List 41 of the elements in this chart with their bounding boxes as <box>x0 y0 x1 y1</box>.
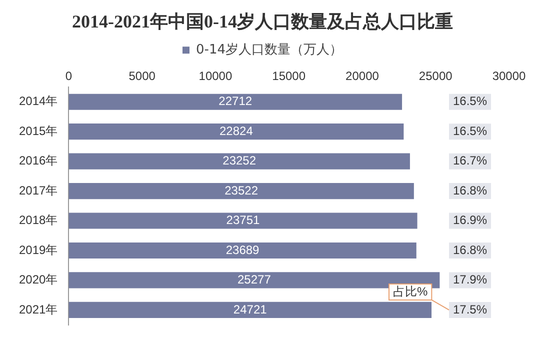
annotation: 占比% <box>393 284 428 298</box>
x-tick-label: 5000 <box>128 69 156 84</box>
data-label: 22824 <box>220 124 254 138</box>
y-tick-label: 2020年 <box>18 272 58 287</box>
y-tick-label: 2015年 <box>18 124 58 138</box>
y-tick-label: 2021年 <box>18 302 58 316</box>
y-tick-label: 2017年 <box>18 183 58 198</box>
data-label: 24721 <box>233 302 268 316</box>
data-label: 22712 <box>218 94 252 108</box>
data-label: 23751 <box>226 213 260 228</box>
bar <box>68 302 432 318</box>
bar <box>68 124 404 140</box>
annotation: 16.5% <box>453 124 488 138</box>
x-tick-label: 25000 <box>418 69 453 84</box>
annotation: 17.5% <box>453 302 488 316</box>
annotation: 16.5% <box>453 94 488 108</box>
legend-label: 0-14岁人口数量（万人） <box>196 42 343 58</box>
x-tick-label: 10000 <box>198 69 232 84</box>
annotation: 16.8% <box>453 183 488 198</box>
data-label: 23522 <box>224 183 258 198</box>
y-tick-label: 2019年 <box>18 242 58 257</box>
annotation: 17.9% <box>453 272 488 287</box>
bar <box>68 212 418 229</box>
x-tick-label: 30000 <box>492 69 526 84</box>
data-label: 23689 <box>226 242 260 257</box>
x-tick-label: 15000 <box>272 69 306 84</box>
y-tick-label: 2014年 <box>18 94 58 108</box>
bar <box>68 153 410 170</box>
y-tick-label: 2016年 <box>18 154 58 168</box>
annotation: 16.8% <box>453 242 488 257</box>
bar <box>68 183 414 200</box>
bar <box>68 242 416 259</box>
data-label: 25277 <box>238 272 272 287</box>
x-tick-label: 20000 <box>346 69 380 84</box>
chart-title: 2014-2021年中国0-14岁人口数量及占总人口比重 <box>72 11 453 32</box>
x-tick-label: 0 <box>65 69 72 84</box>
annotation: 16.9% <box>453 213 488 228</box>
data-label: 23252 <box>222 154 256 168</box>
y-tick-label: 2018年 <box>18 213 58 228</box>
annotation: 16.7% <box>453 154 488 168</box>
bar <box>68 94 402 110</box>
